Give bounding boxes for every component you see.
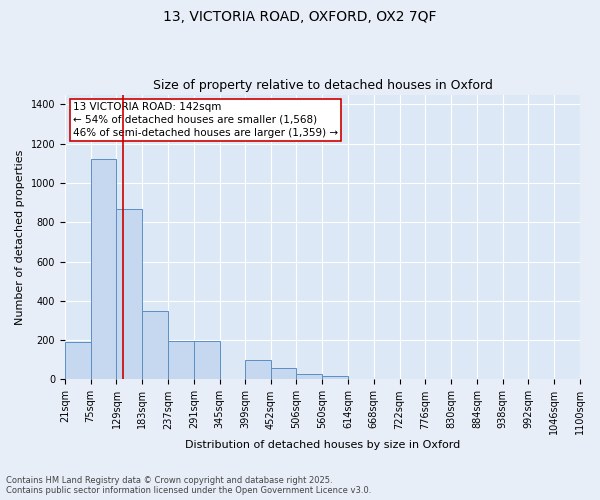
Bar bbox=[245, 360, 271, 380]
Bar bbox=[322, 376, 348, 380]
Bar bbox=[168, 341, 194, 380]
Bar bbox=[271, 368, 296, 380]
Title: Size of property relative to detached houses in Oxford: Size of property relative to detached ho… bbox=[152, 79, 493, 92]
Bar bbox=[296, 374, 322, 380]
Text: 13, VICTORIA ROAD, OXFORD, OX2 7QF: 13, VICTORIA ROAD, OXFORD, OX2 7QF bbox=[163, 10, 437, 24]
Text: 13 VICTORIA ROAD: 142sqm
← 54% of detached houses are smaller (1,568)
46% of sem: 13 VICTORIA ROAD: 142sqm ← 54% of detach… bbox=[73, 102, 338, 138]
Bar bbox=[194, 341, 220, 380]
Bar bbox=[116, 208, 142, 380]
Bar bbox=[65, 342, 91, 380]
X-axis label: Distribution of detached houses by size in Oxford: Distribution of detached houses by size … bbox=[185, 440, 460, 450]
Y-axis label: Number of detached properties: Number of detached properties bbox=[15, 150, 25, 324]
Bar bbox=[142, 310, 168, 380]
Bar bbox=[91, 160, 116, 380]
Text: Contains HM Land Registry data © Crown copyright and database right 2025.
Contai: Contains HM Land Registry data © Crown c… bbox=[6, 476, 371, 495]
